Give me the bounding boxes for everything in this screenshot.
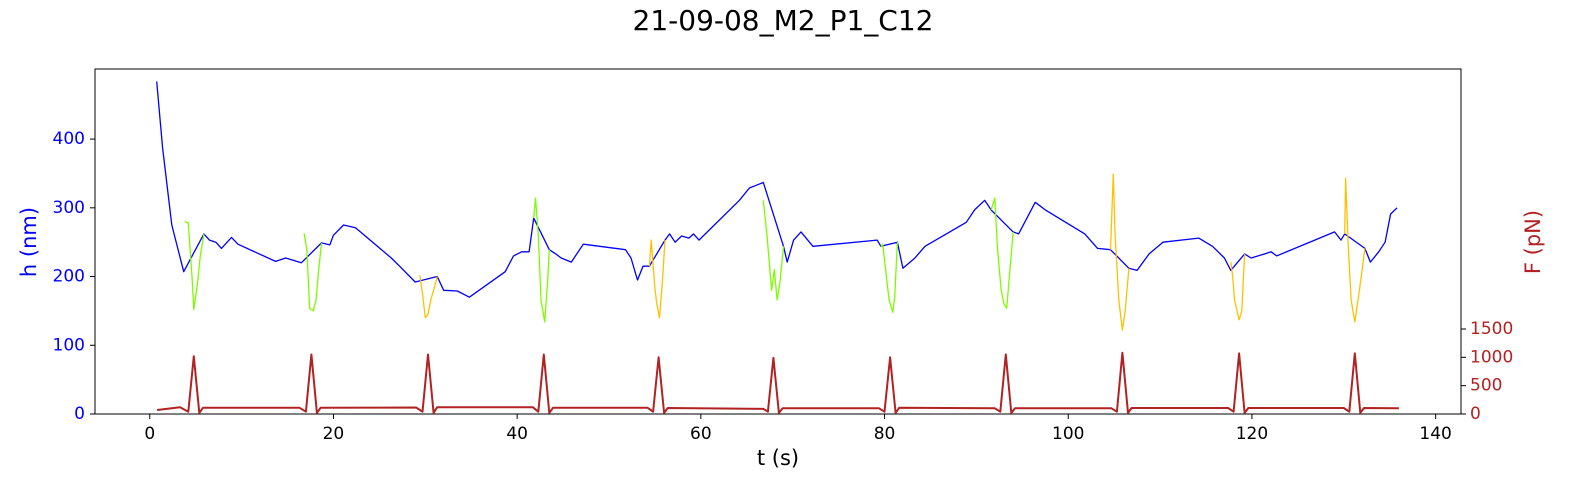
y-tick-label: 0 (74, 404, 85, 424)
y-tick-label: 400 (53, 129, 85, 149)
y-axis-label: h (nm) (17, 207, 41, 277)
y2-tick-label: 500 (1470, 376, 1502, 396)
x-tick-label: 40 (506, 424, 528, 444)
data-line (1230, 253, 1246, 321)
data-line (419, 275, 438, 319)
chart-title: 21-09-08_M2_P1_C12 (633, 4, 934, 37)
x-tick-label: 120 (1236, 424, 1268, 444)
data-line (1109, 173, 1130, 331)
data-line (156, 351, 1399, 414)
y-tick-label: 100 (53, 335, 85, 355)
plot-frame (94, 68, 1462, 415)
x-tick-label: 0 (144, 424, 155, 444)
x-tick-label: 80 (874, 424, 896, 444)
y2-tick-label: 1500 (1470, 319, 1513, 339)
x-axis-label: t (s) (757, 446, 799, 470)
data-line (303, 233, 323, 312)
y-tick-label: 200 (53, 267, 85, 287)
x-tick-label: 140 (1419, 424, 1451, 444)
y2-tick-label: 1000 (1470, 347, 1513, 367)
data-line (156, 81, 1398, 298)
y-tick-label: 300 (53, 198, 85, 218)
data-line (648, 239, 666, 319)
x-tick-label: 20 (323, 424, 345, 444)
y2-axis-label: F (pN) (1521, 210, 1545, 274)
data-line (880, 242, 899, 313)
data-line (533, 197, 550, 323)
x-tick-label: 60 (690, 424, 712, 444)
data-line (990, 197, 1014, 309)
y2-tick-label: 0 (1470, 404, 1481, 424)
data-line (1344, 177, 1366, 323)
data-line (762, 200, 785, 301)
x-tick-label: 100 (1052, 424, 1084, 444)
data-line (184, 220, 205, 311)
